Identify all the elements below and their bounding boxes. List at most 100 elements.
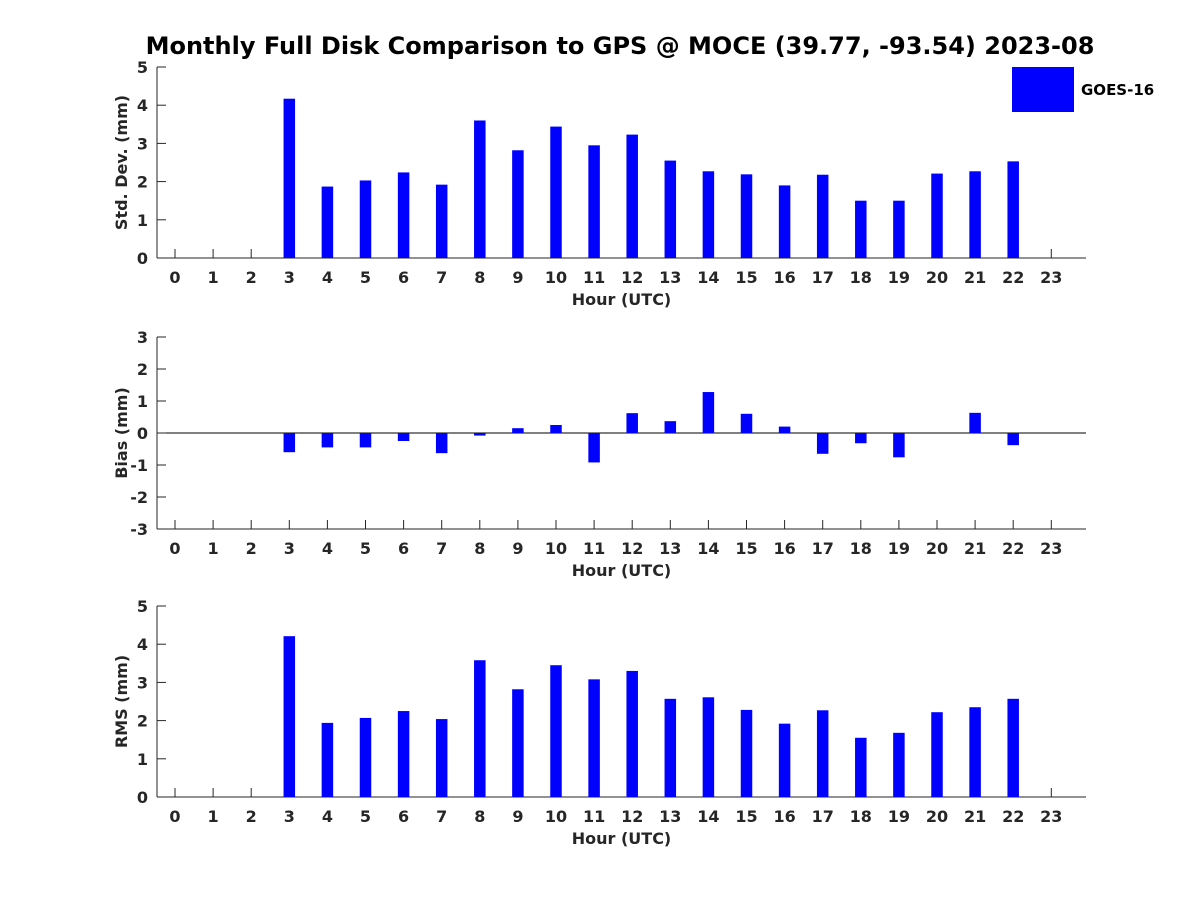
bar-hour-7	[435, 433, 448, 454]
x-tick-label: 2	[246, 539, 257, 558]
x-tick-label: 6	[398, 268, 409, 287]
bar-hour-19	[893, 732, 905, 797]
x-tick-label: 18	[850, 539, 872, 558]
y-tick-label: 2	[137, 173, 148, 192]
y-tick-label: 5	[137, 58, 148, 77]
x-tick-label: 14	[697, 539, 719, 558]
bar-hour-5	[359, 433, 372, 448]
bar-hour-7	[435, 184, 448, 258]
x-tick-label: 0	[169, 268, 180, 287]
y-tick-label: 3	[137, 328, 148, 347]
y-tick-label: -3	[130, 520, 148, 539]
x-tick-label: 10	[545, 268, 567, 287]
y-tick-label: 1	[137, 211, 148, 230]
x-tick-label: 8	[474, 807, 485, 826]
legend-label-goes-16: GOES-16	[1081, 81, 1154, 99]
bar-hour-15	[740, 413, 753, 433]
x-tick-label: 17	[812, 268, 834, 287]
chart-title: Monthly Full Disk Comparison to GPS @ MO…	[146, 32, 1095, 60]
x-tick-label: 6	[398, 539, 409, 558]
bar-hour-18	[855, 433, 867, 444]
bar-hour-4	[321, 186, 334, 258]
y-tick-label: 3	[137, 134, 148, 153]
bar-hour-4	[321, 722, 334, 797]
x-tick-label: 7	[436, 268, 447, 287]
x-tick-label: 5	[360, 539, 371, 558]
x-tick-label: 19	[888, 268, 910, 287]
bar-hour-16	[778, 426, 791, 433]
x-tick-label: 5	[360, 268, 371, 287]
y-tick-label: 3	[137, 673, 148, 692]
x-tick-label: 20	[926, 268, 948, 287]
bar-hour-14	[702, 392, 715, 433]
x-tick-label: 5	[360, 807, 371, 826]
bar-hour-21	[969, 707, 981, 797]
x-tick-label: 18	[850, 268, 872, 287]
x-tick-label: 0	[169, 807, 180, 826]
bar-hour-4	[321, 433, 334, 448]
x-tick-label: 12	[621, 268, 643, 287]
x-tick-label: 19	[888, 807, 910, 826]
x-tick-label: 20	[926, 539, 948, 558]
bar-hour-8	[474, 660, 486, 797]
bar-hour-16	[778, 723, 791, 797]
bar-hour-10	[550, 126, 562, 258]
x-tick-label: 1	[208, 539, 219, 558]
x-tick-label: 11	[583, 268, 605, 287]
x-tick-label: 21	[964, 268, 986, 287]
x-tick-label: 3	[284, 268, 295, 287]
bar-hour-20	[931, 173, 943, 258]
x-tick-label: 1	[208, 807, 219, 826]
bar-hour-12	[626, 413, 638, 433]
bar-hour-10	[550, 665, 562, 797]
x-tick-label: 3	[284, 807, 295, 826]
x-tick-label: 22	[1002, 268, 1024, 287]
x-axis-label: Hour (UTC)	[572, 561, 672, 580]
x-tick-label: 16	[773, 807, 795, 826]
bar-hour-17	[816, 710, 829, 797]
x-tick-label: 15	[735, 807, 757, 826]
x-tick-label: 4	[322, 807, 333, 826]
bar-hour-3	[283, 636, 296, 797]
bar-hour-7	[435, 719, 448, 797]
bar-hour-22	[1007, 698, 1019, 797]
x-tick-label: 14	[697, 807, 719, 826]
bar-hour-19	[893, 200, 905, 258]
bar-hour-19	[893, 433, 905, 458]
x-tick-label: 12	[621, 539, 643, 558]
y-tick-label: 5	[137, 597, 148, 616]
x-tick-label: 15	[735, 268, 757, 287]
legend: GOES-16	[1012, 67, 1154, 112]
bar-hour-22	[1007, 161, 1019, 258]
bar-hour-12	[626, 134, 638, 258]
x-tick-label: 17	[812, 539, 834, 558]
x-tick-label: 21	[964, 539, 986, 558]
x-tick-label: 9	[512, 807, 523, 826]
x-tick-label: 18	[850, 807, 872, 826]
bar-hour-11	[588, 679, 600, 797]
y-tick-label: 1	[137, 392, 148, 411]
bar-hour-6	[397, 172, 410, 258]
bar-hour-3	[283, 98, 296, 259]
x-tick-label: 2	[246, 268, 257, 287]
x-tick-label: 10	[545, 807, 567, 826]
bar-hour-11	[588, 145, 600, 258]
x-tick-label: 4	[322, 268, 333, 287]
y-tick-label: 0	[137, 788, 148, 807]
y-axis-label: Bias (mm)	[112, 387, 131, 479]
bar-hour-17	[816, 174, 829, 258]
x-tick-label: 2	[246, 807, 257, 826]
y-tick-label: 0	[137, 249, 148, 268]
x-tick-label: 15	[735, 539, 757, 558]
x-tick-label: 16	[773, 539, 795, 558]
bar-hour-17	[816, 433, 829, 454]
y-tick-label: 4	[137, 96, 148, 115]
y-tick-label: -2	[130, 488, 148, 507]
x-tick-label: 13	[659, 539, 681, 558]
y-axis-label: Std. Dev. (mm)	[112, 95, 131, 230]
x-tick-label: 6	[398, 807, 409, 826]
bar-hour-15	[740, 174, 753, 258]
x-tick-label: 12	[621, 807, 643, 826]
bar-hour-8	[474, 433, 486, 436]
